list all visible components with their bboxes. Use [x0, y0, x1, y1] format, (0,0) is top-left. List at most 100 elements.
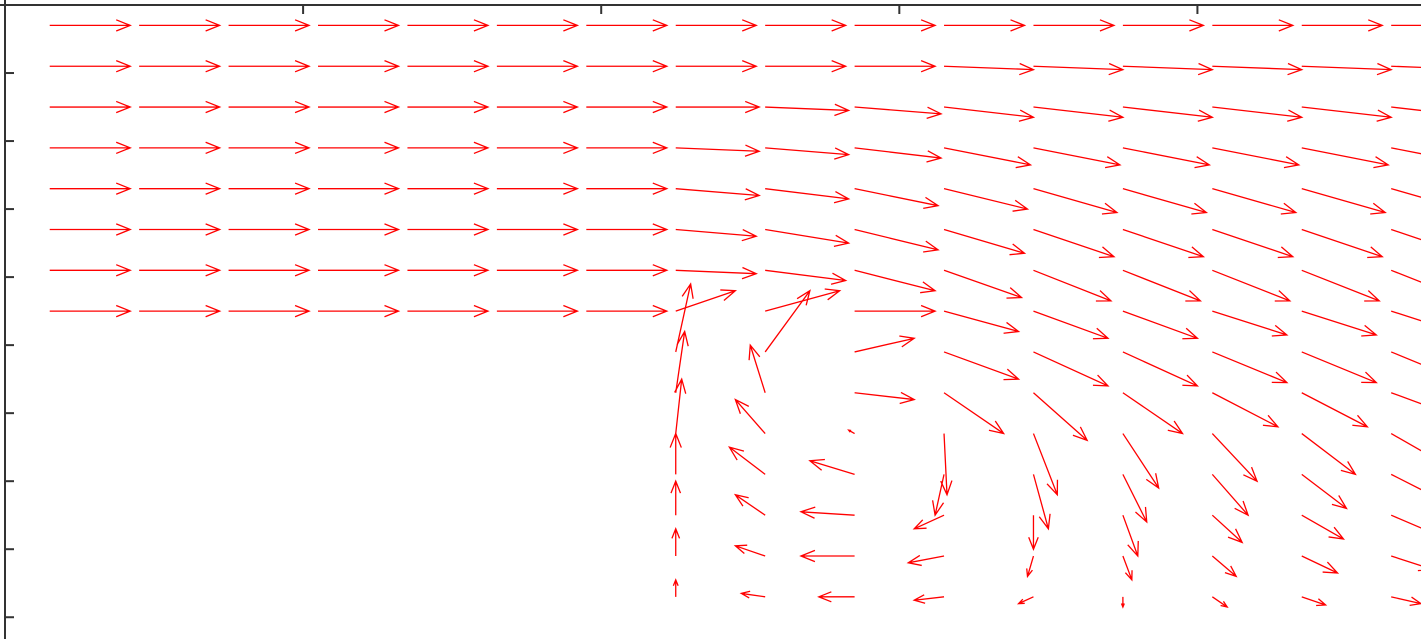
arrow	[1391, 106, 1421, 112]
arrow	[1301, 433, 1357, 476]
arrow	[1122, 147, 1212, 169]
arrow	[407, 100, 490, 114]
arrow	[1211, 596, 1229, 609]
arrow	[49, 100, 132, 114]
arrow	[675, 60, 758, 73]
arrow	[586, 264, 669, 277]
arrow	[1301, 514, 1346, 540]
arrow	[799, 549, 855, 563]
arrow	[586, 304, 669, 318]
arrow	[765, 228, 851, 247]
arrow	[139, 182, 222, 195]
arrow	[675, 266, 758, 280]
arrow	[764, 289, 811, 353]
arrow	[1391, 24, 1421, 27]
arrow	[675, 144, 761, 157]
arrow	[407, 182, 490, 195]
arrow	[318, 304, 401, 318]
arrow	[1032, 474, 1051, 531]
arrow	[1122, 228, 1206, 259]
arrow	[765, 103, 851, 117]
arrow	[1122, 474, 1148, 524]
arrow	[733, 493, 766, 516]
arrow	[1391, 188, 1421, 198]
arrow	[748, 343, 766, 393]
arrow	[1122, 19, 1206, 32]
arrow	[1122, 188, 1209, 215]
arrow	[1033, 147, 1122, 169]
arrow	[854, 228, 940, 253]
arrow	[1301, 228, 1384, 259]
arrow	[1122, 62, 1215, 76]
arrow	[1028, 515, 1039, 551]
arrow	[943, 351, 1021, 381]
arrow	[228, 141, 311, 155]
arrow	[228, 223, 311, 236]
arrow	[1033, 62, 1125, 76]
arrow	[1122, 392, 1184, 435]
arrow	[586, 141, 669, 155]
arrow	[496, 304, 580, 318]
arrow	[1033, 19, 1116, 32]
arrow	[799, 506, 855, 519]
arrow	[854, 106, 943, 119]
arrow	[139, 100, 222, 114]
arrow	[1122, 269, 1203, 302]
arrow	[496, 100, 580, 114]
arrow	[496, 182, 580, 195]
arrow	[407, 304, 490, 318]
arrow	[854, 19, 937, 32]
arrow	[139, 60, 222, 73]
arrow	[1301, 269, 1381, 302]
arrow	[940, 433, 953, 497]
arrow	[496, 141, 580, 155]
arrow	[586, 223, 669, 236]
arrow	[1391, 65, 1421, 69]
arrow	[496, 223, 580, 236]
arrow	[854, 60, 937, 73]
arrow	[1212, 269, 1292, 302]
arrow	[407, 19, 490, 32]
arrow	[1120, 596, 1125, 609]
arrow	[808, 458, 855, 475]
arrow	[1301, 555, 1340, 574]
arrow	[49, 141, 132, 155]
arrow	[1390, 228, 1421, 241]
arrow	[1390, 432, 1421, 452]
arrow	[1301, 392, 1369, 428]
arrow	[1390, 310, 1421, 322]
arrow	[49, 182, 132, 195]
arrow	[496, 264, 580, 277]
arrow	[854, 335, 916, 353]
arrow	[1122, 514, 1139, 558]
arrow	[944, 19, 1027, 32]
arrow	[817, 591, 855, 603]
arrow	[318, 100, 401, 114]
arrow	[675, 188, 761, 201]
arrow	[1122, 351, 1200, 387]
arrow	[1301, 188, 1387, 215]
arrow	[139, 19, 222, 32]
arrow	[1212, 351, 1289, 384]
arrow	[1122, 106, 1215, 122]
arrow	[228, 264, 311, 277]
arrow	[139, 141, 222, 155]
arrow	[675, 329, 689, 393]
arrow	[765, 19, 848, 32]
arrow	[912, 594, 945, 604]
arrow	[49, 304, 132, 318]
arrow	[672, 578, 679, 597]
arrow	[943, 310, 1021, 334]
arrow	[765, 269, 848, 285]
arrow	[1390, 269, 1421, 283]
arrow	[670, 479, 682, 516]
arrow	[1211, 555, 1238, 578]
arrow	[1390, 555, 1421, 572]
arrow	[318, 223, 401, 236]
arrow	[1212, 310, 1289, 337]
arrow	[675, 100, 761, 114]
arrow	[1033, 106, 1125, 122]
arrow	[1301, 62, 1393, 76]
